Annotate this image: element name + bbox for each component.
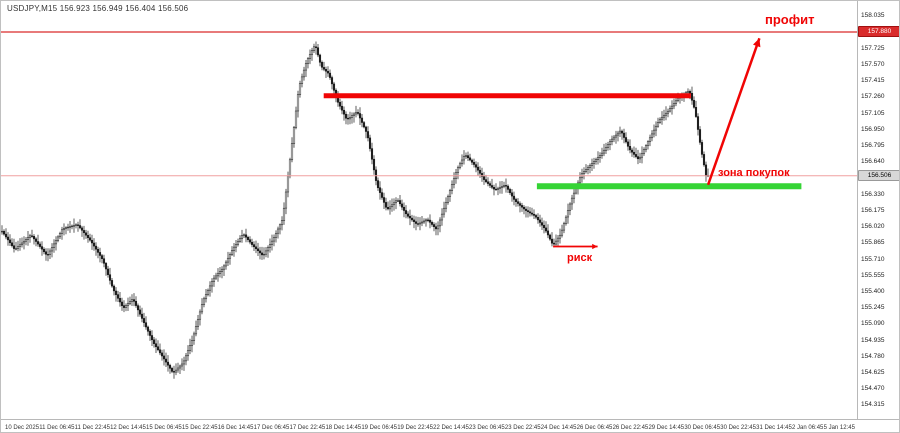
price-axis-label: 154.780 bbox=[861, 352, 885, 360]
time-axis-label: 15 Dec 22:45 bbox=[181, 424, 218, 431]
price-axis-label: 154.625 bbox=[861, 369, 885, 377]
price-axis-label: 155.090 bbox=[861, 320, 885, 328]
risk-arrow-head bbox=[592, 243, 598, 250]
time-axis-label: 11 Dec 06:45 bbox=[39, 424, 75, 431]
time-axis-label: 30 Dec 06:45 bbox=[684, 424, 721, 431]
time-axis-label: 30 Dec 22:45 bbox=[720, 424, 756, 431]
price-axis-label: 155.710 bbox=[861, 255, 885, 263]
time-axis-label: 18 Dec 14:45 bbox=[325, 424, 362, 431]
target-price-tag: 157.880 bbox=[858, 26, 899, 37]
time-axis-label: 10 Dec 2025 bbox=[5, 424, 40, 431]
price-axis-label: 155.400 bbox=[861, 287, 885, 295]
price-axis-label: 158.035 bbox=[861, 12, 885, 20]
current-price-tag: 156.506 bbox=[858, 170, 899, 181]
price-axis-label: 157.415 bbox=[861, 77, 885, 85]
time-axis-label: 17 Dec 06:45 bbox=[253, 424, 290, 431]
time-axis-label: 17 Dec 22:45 bbox=[289, 424, 326, 431]
profit-arrow-head bbox=[753, 38, 761, 48]
time-axis-label: 31 Dec 14:45 bbox=[756, 424, 792, 431]
time-axis-label: 23 Dec 06:45 bbox=[469, 424, 505, 431]
price-axis-label: 156.175 bbox=[861, 206, 885, 214]
time-axis[interactable]: 10 Dec 2025 11 Dec 06:45 11 Dec 22:45 12 De… bbox=[5, 422, 855, 432]
time-axis-label: 2 Jan 06:45 bbox=[792, 424, 824, 431]
candlesticks bbox=[1, 41, 710, 379]
time-axis-separator bbox=[1, 419, 899, 420]
price-axis-label: 157.105 bbox=[861, 109, 885, 117]
time-axis-label: 15 Dec 06:45 bbox=[145, 424, 182, 431]
buy-zone-annotation-label[interactable]: зона покупок bbox=[718, 167, 790, 179]
price-axis-label: 157.570 bbox=[861, 60, 885, 68]
time-axis-label: 22 Dec 14:45 bbox=[433, 424, 469, 431]
time-axis-label: 24 Dec 14:45 bbox=[540, 424, 577, 431]
chart-svg[interactable] bbox=[1, 1, 857, 419]
price-axis-label: 154.935 bbox=[861, 336, 885, 344]
time-axis-label: 19 Dec 06:45 bbox=[361, 424, 398, 431]
time-axis-label: 5 Jan 12:45 bbox=[823, 424, 855, 431]
time-axis-label: 29 Dec 14:45 bbox=[648, 424, 685, 431]
price-axis-label: 156.330 bbox=[861, 190, 885, 198]
price-axis-label: 156.950 bbox=[861, 125, 885, 133]
time-axis-label: 11 Dec 22:45 bbox=[74, 424, 110, 431]
time-axis-label: 26 Dec 06:45 bbox=[576, 424, 613, 431]
price-axis-label: 156.020 bbox=[861, 223, 885, 231]
price-axis-separator bbox=[857, 1, 858, 419]
price-axis-label: 157.260 bbox=[861, 93, 885, 101]
price-axis-label: 155.245 bbox=[861, 304, 885, 312]
price-axis-label: 156.795 bbox=[861, 142, 885, 150]
time-axis-label: 16 Dec 14:45 bbox=[217, 424, 254, 431]
price-axis-label: 155.865 bbox=[861, 239, 885, 247]
time-axis-label: 26 Dec 22:45 bbox=[612, 424, 649, 431]
price-axis-label: 157.725 bbox=[861, 44, 885, 52]
price-axis-label: 156.640 bbox=[861, 158, 885, 166]
symbol-info: USDJPY,M15 156.923 156.949 156.404 156.5… bbox=[7, 4, 189, 13]
price-axis-label: 155.555 bbox=[861, 271, 885, 279]
price-axis-label: 154.315 bbox=[861, 401, 885, 409]
time-axis-label: 19 Dec 22:45 bbox=[397, 424, 433, 431]
profit-arrow[interactable] bbox=[706, 37, 761, 186]
risk-annotation-label[interactable]: риск bbox=[567, 252, 593, 264]
price-axis-label: 154.470 bbox=[861, 385, 885, 393]
time-axis-label: 12 Dec 14:45 bbox=[110, 424, 146, 431]
profit-annotation-label[interactable]: профит bbox=[765, 12, 815, 27]
price-axis[interactable]: 157.880 156.506 158.035157.880157.725157… bbox=[858, 1, 899, 419]
time-axis-label: 23 Dec 22:45 bbox=[504, 424, 541, 431]
